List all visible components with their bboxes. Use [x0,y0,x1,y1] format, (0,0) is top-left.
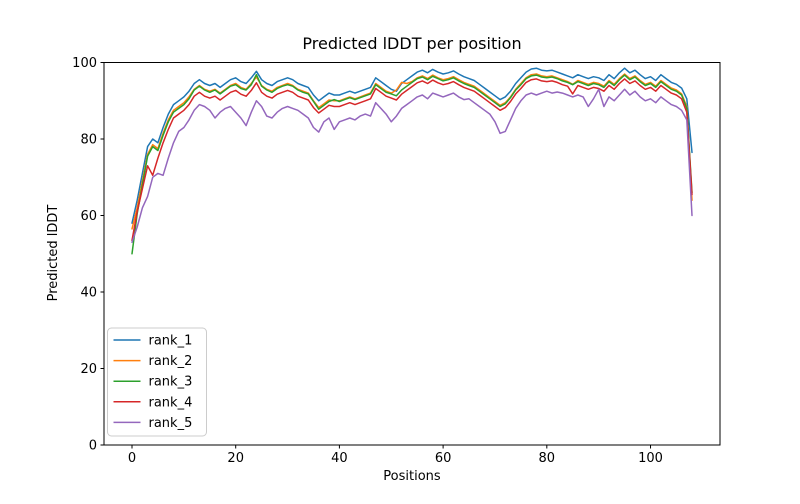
x-tick-label: 20 [227,451,244,466]
line-rank_4 [131,78,693,242]
plot-area: 0 20 40 60 80 100 0 20 40 60 80 100 rank_1 rank_2rank… [72,56,721,466]
legend-label-rank_5: rank_5 [149,416,193,431]
legend-label-rank_1: rank_1 [149,334,193,349]
axes-spines [103,62,721,446]
y-tick-label: 100 [72,56,97,71]
x-tick-label: 60 [435,451,452,466]
line-rank_1 [131,67,693,224]
y-tick-label: 20 [80,362,97,377]
x-axis-label: Positions [383,469,441,484]
y-tick-label: 60 [80,209,97,224]
y-axis-label: Predicted lDDT [46,205,61,302]
legend-label-rank_4: rank_4 [149,395,193,410]
x-tick-label: 100 [638,451,663,466]
legend-label-rank_3: rank_3 [149,375,193,390]
y-tick-label: 0 [89,439,97,454]
legend-label-rank_2: rank_2 [149,354,193,369]
y-tick-label: 80 [80,133,97,148]
legend-box [107,327,207,437]
y-tick-label: 40 [80,286,97,301]
x-tick-label: 0 [128,451,136,466]
line-rank_5 [131,88,693,244]
chart-title: Predicted lDDT per position [302,34,521,53]
x-tick-label: 80 [539,451,556,466]
x-tick-label: 40 [331,451,348,466]
line-rank_3 [131,73,693,255]
